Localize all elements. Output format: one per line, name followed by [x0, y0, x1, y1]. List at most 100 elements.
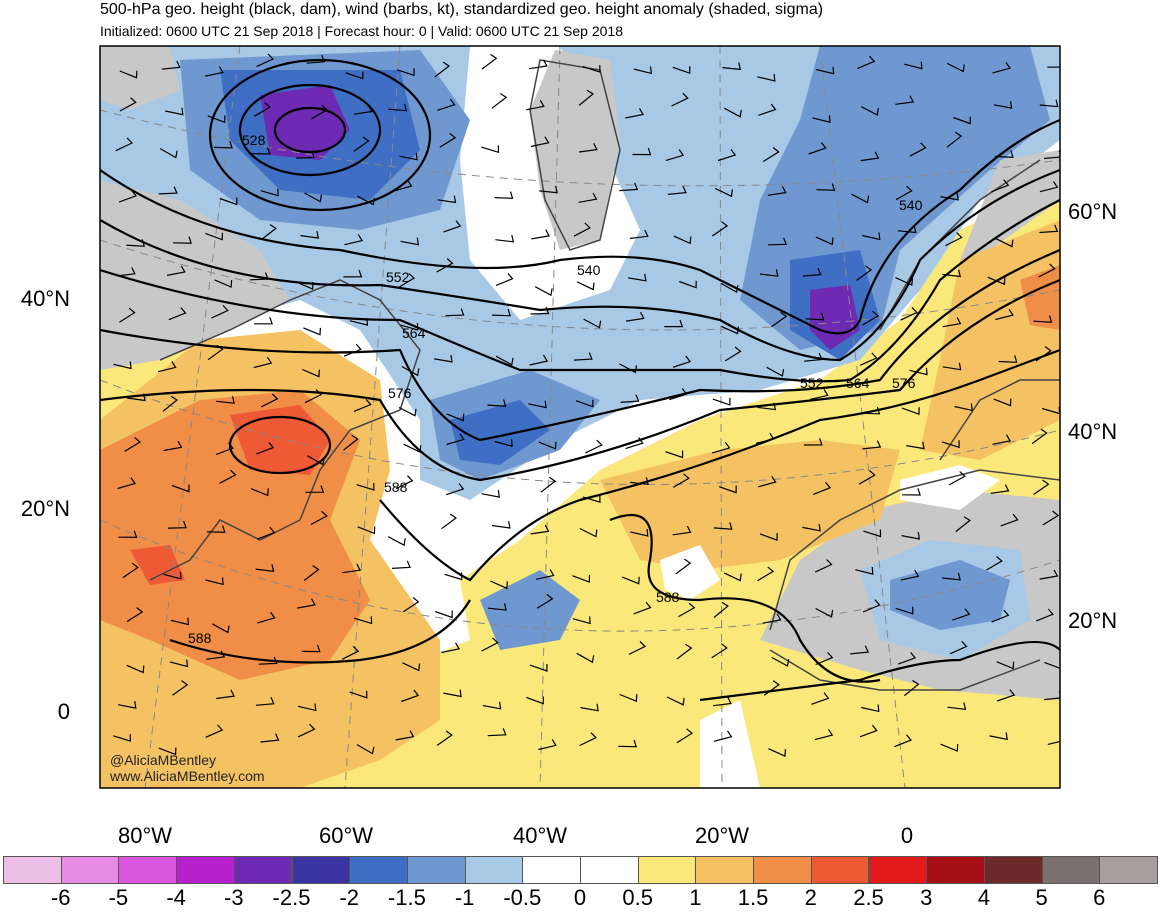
wind-barb [158, 747, 177, 756]
wind-barb [669, 388, 688, 401]
graticule [100, 46, 1060, 788]
wind-barb [538, 739, 557, 751]
wind-barb [941, 440, 960, 449]
wind-barb [495, 273, 514, 287]
wind-barb [398, 273, 416, 288]
wind-barb [446, 433, 465, 446]
colorbar-tick-label: -5 [108, 885, 129, 910]
wind-barb [445, 308, 465, 317]
wind-barb [665, 149, 685, 161]
wind-barb [443, 689, 462, 698]
wind-barb [401, 365, 420, 377]
wind-barb [757, 73, 776, 82]
wind-barb [759, 533, 778, 541]
wind-barb [357, 526, 376, 535]
wind-barb [672, 525, 692, 536]
wind-barb [481, 53, 498, 70]
contour-label: 540 [577, 262, 601, 278]
wind-barb [403, 443, 422, 454]
wind-barb [993, 101, 1013, 109]
wind-barb [717, 149, 737, 162]
wind-barb [712, 696, 732, 707]
wind-barb [718, 485, 737, 494]
wind-barb [126, 607, 144, 623]
wind-barb [434, 61, 451, 78]
wind-barb [861, 704, 880, 713]
wind-barb [444, 572, 463, 581]
wind-barb [118, 190, 138, 203]
wind-barb [894, 734, 912, 748]
wind-barb [301, 644, 321, 653]
wind-barb [311, 104, 329, 120]
colorbar-tick-label: 1.5 [737, 885, 769, 910]
wind-barb [861, 406, 881, 415]
wind-barb [815, 66, 835, 75]
wind-barb [254, 317, 273, 325]
wind-barb [618, 739, 638, 748]
wind-barb [205, 66, 224, 77]
wind-barb [158, 186, 178, 195]
anomaly-white-africa-n [900, 465, 1000, 510]
wind-barb [945, 232, 963, 247]
colorbar-tick-label: -1 [454, 885, 475, 910]
wind-barb [300, 230, 320, 239]
wind-barb [255, 697, 275, 706]
wind-barb [942, 572, 961, 581]
wind-barb [724, 346, 742, 362]
wind-barb [297, 703, 317, 712]
wind-barb [573, 222, 591, 237]
colorbar-box [406, 856, 466, 884]
wind-barb [678, 280, 697, 289]
wind-barb [526, 696, 544, 705]
wind-barb [755, 432, 775, 444]
wind-barb [205, 724, 224, 738]
wind-barb [713, 730, 733, 742]
lat-label-left: 20°N [20, 496, 70, 521]
wind-barb [1047, 740, 1060, 745]
wind-barb [940, 192, 959, 201]
wind-barb [621, 576, 640, 585]
wind-barb [989, 732, 1008, 741]
wind-barb [811, 692, 830, 705]
wind-barb [1035, 608, 1054, 622]
coastlines [149, 59, 1060, 691]
wind-barb [387, 536, 406, 547]
wind-barb [573, 352, 593, 361]
wind-barb [343, 270, 363, 278]
contour-label: 576 [388, 385, 412, 401]
wind-barb [678, 602, 696, 618]
wind-barb [118, 530, 138, 538]
wind-barb [813, 482, 832, 495]
contour-label: 576 [892, 375, 916, 391]
wind-barb [117, 477, 136, 490]
wind-barb [758, 475, 777, 488]
colorbar-box [118, 856, 178, 884]
wind-barb [206, 525, 226, 533]
colorbar-box [1041, 856, 1101, 884]
wind-barb [675, 558, 692, 575]
wind-barb [492, 308, 511, 317]
wind-barb [117, 701, 137, 709]
wind-barb [987, 276, 1006, 286]
wind-barb [768, 237, 787, 246]
wind-barb [159, 148, 178, 159]
colorbar-box [349, 856, 408, 884]
lon-label: 60°W [318, 823, 374, 848]
wind-barb [863, 529, 882, 538]
wind-barb [353, 105, 373, 115]
wind-barb [579, 732, 597, 747]
wind-barb [630, 477, 649, 485]
wind-barb [490, 580, 508, 590]
colorbar-tick-label: 2.5 [853, 885, 884, 910]
wind-barb [816, 183, 836, 191]
wind-barb [443, 220, 462, 233]
wind-barb [396, 68, 415, 77]
wind-barb [758, 103, 777, 116]
wind-barb [303, 327, 321, 336]
colorbar-tick-label: 3 [920, 885, 933, 910]
wind-barb [901, 407, 920, 416]
wind-barb [1031, 428, 1048, 445]
wind-barb [861, 106, 879, 116]
wind-barb [804, 352, 823, 362]
wind-barb [304, 389, 323, 404]
